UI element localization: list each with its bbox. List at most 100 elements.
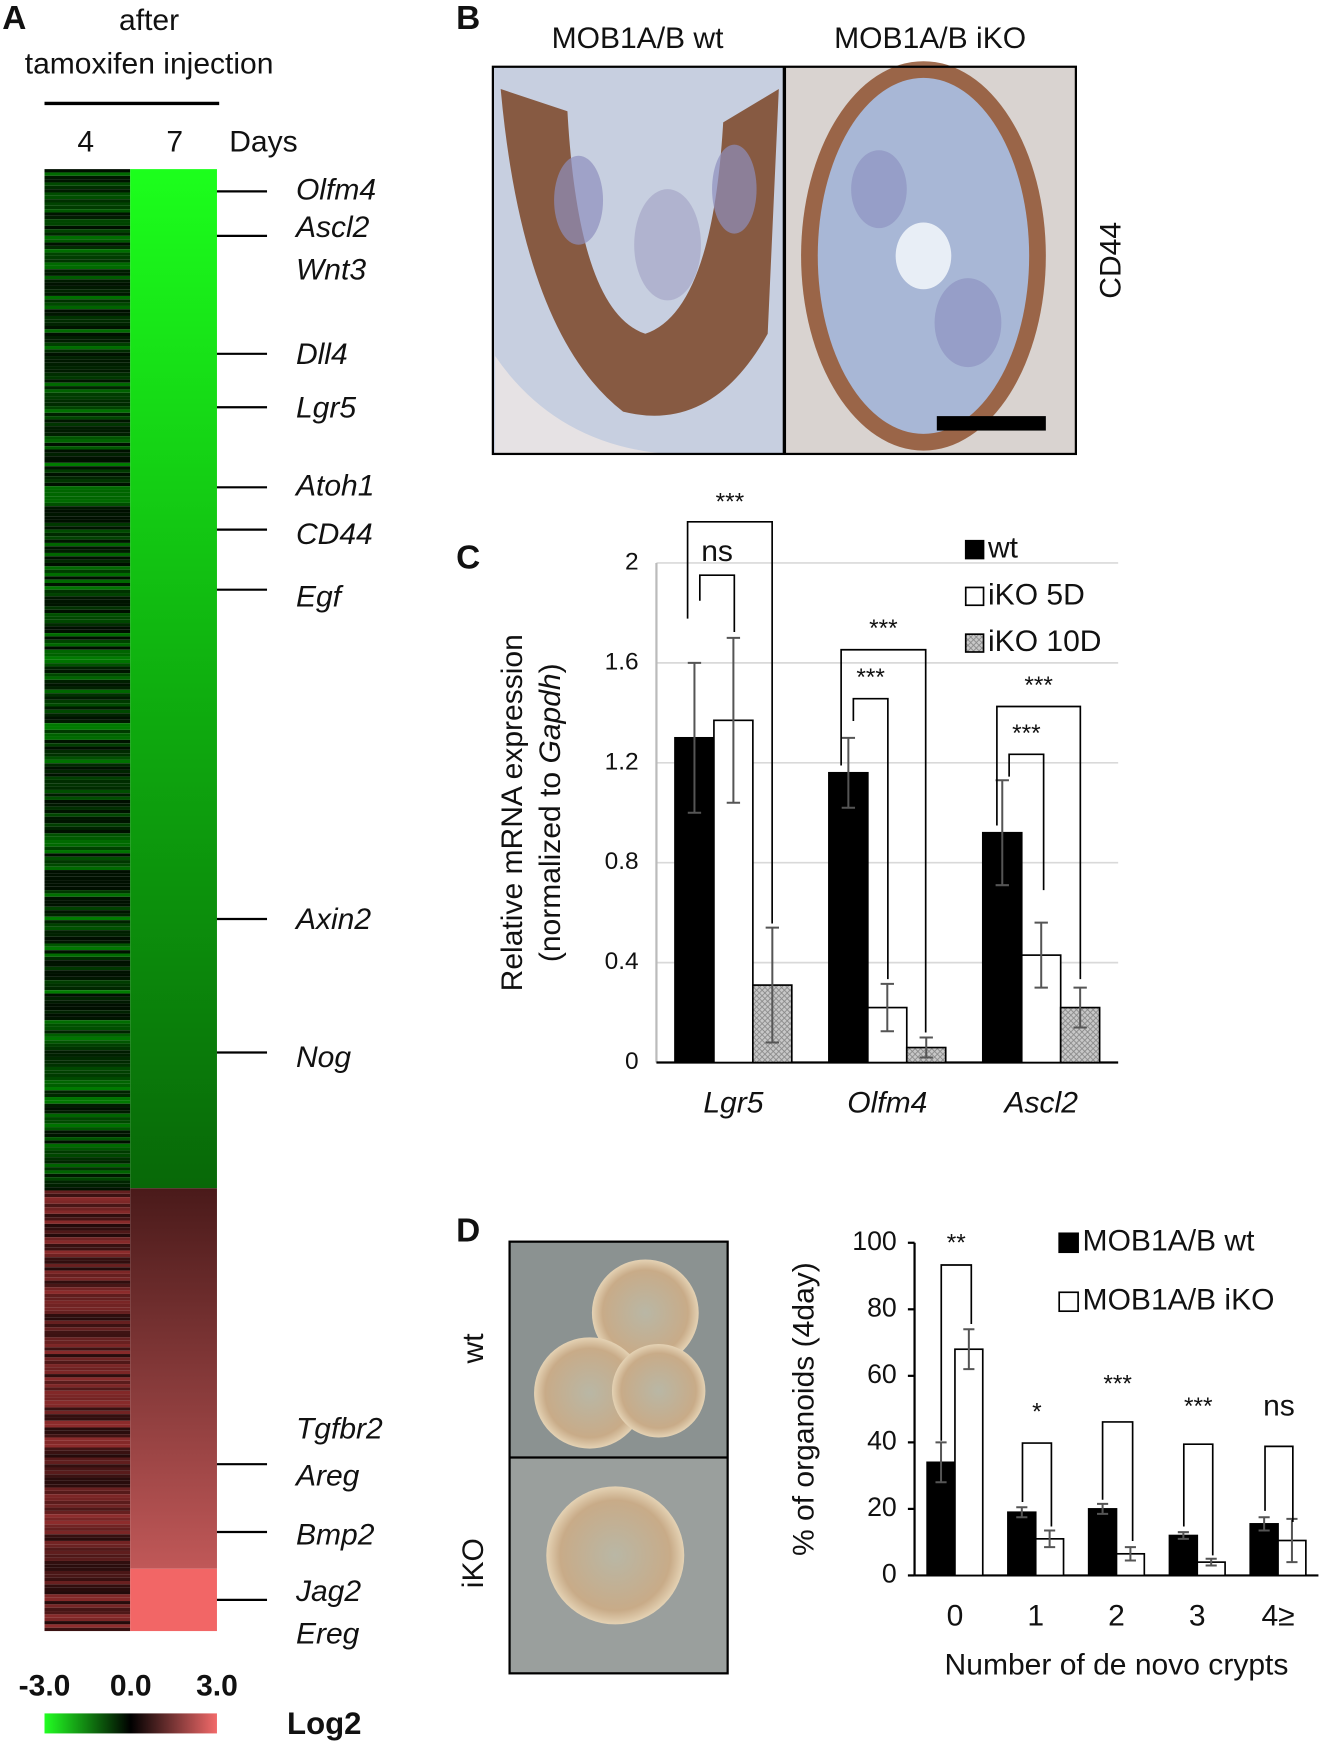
- heatmap-row: [44, 1303, 131, 1308]
- heatmap-row: [44, 1056, 131, 1061]
- heatmap-row: [44, 1594, 131, 1598]
- heatmap-row: [44, 1220, 131, 1224]
- bar: [954, 1348, 984, 1577]
- heatmap-row: [44, 1247, 131, 1251]
- heatmap-row: [44, 923, 131, 927]
- error-bar: [1124, 1546, 1136, 1562]
- heatmap-row: [44, 763, 131, 767]
- heatmap-row: [44, 185, 131, 190]
- heatmap-row: [44, 289, 131, 293]
- heatmap-row: [44, 1621, 131, 1625]
- heatmap-row: [44, 1514, 131, 1518]
- heatmap-row: [44, 1374, 131, 1378]
- gene-label: Olfm4: [296, 173, 376, 206]
- heatmap-row: [44, 512, 131, 517]
- gene-label: Nog: [296, 1041, 351, 1074]
- heatmap-row: [44, 1277, 131, 1281]
- heatmap-row: [44, 1457, 131, 1461]
- panel-label: D: [456, 1213, 480, 1250]
- heatmap-row: [44, 946, 131, 951]
- heatmap-row: [44, 1500, 131, 1505]
- organoid-image: [509, 1457, 728, 1674]
- heatmap-row: [44, 189, 131, 193]
- heatmap-row: [44, 743, 131, 747]
- significance-bracket: [1264, 1445, 1294, 1523]
- legend-label: iKO 5D: [988, 578, 1085, 611]
- heatmap-row: [44, 903, 131, 907]
- heatmap-row: [44, 996, 131, 1001]
- heatmap-row: [44, 1110, 131, 1114]
- heatmap-row: [44, 1213, 131, 1218]
- heatmap-row: [44, 993, 131, 997]
- x-tick-label: 1: [1027, 1600, 1044, 1633]
- heatmap-row: [44, 1273, 131, 1278]
- panel-label: A: [2, 0, 26, 37]
- y-axis-note-part: (normalized to: [534, 764, 567, 963]
- heatmap-row: [44, 970, 131, 974]
- heatmap-row: [44, 629, 131, 634]
- heatmap-row: [44, 1334, 131, 1338]
- heatmap-row: [44, 265, 131, 270]
- heatmap-row: [44, 462, 131, 467]
- heatmap-row: [44, 1364, 131, 1368]
- heatmap-row: [44, 693, 131, 697]
- significance-label: ***: [1103, 1371, 1132, 1398]
- heatmap-row: [44, 409, 131, 413]
- error-bar: [765, 926, 780, 1044]
- heatmap-row: [44, 1444, 131, 1448]
- column-label: MOB1A/B iKO: [834, 22, 1026, 55]
- significance-bracket: [686, 520, 773, 924]
- heatmap-row: [44, 466, 131, 470]
- heatmap-row: [44, 1534, 131, 1538]
- heatmap-row: [44, 853, 131, 857]
- error-bar: [1044, 1529, 1056, 1549]
- heatmap-row: [44, 1574, 131, 1578]
- heatmap-row: [44, 1347, 131, 1351]
- x-tick-label: 0: [947, 1600, 964, 1633]
- bar: [828, 771, 869, 1064]
- heatmap-row: [44, 426, 131, 430]
- heatmap-row: [44, 1384, 131, 1388]
- heatmap-row: [44, 336, 131, 340]
- heatmap-row: [44, 1430, 131, 1435]
- y-tick-label: 2: [625, 548, 639, 575]
- heatmap-row: [44, 799, 131, 804]
- heatmap-row: [44, 1494, 131, 1498]
- y-tick-label: 0: [625, 1048, 639, 1075]
- heatmap-row: [44, 432, 131, 437]
- heatmap-row: [44, 1597, 131, 1602]
- heatmap-row: [44, 676, 131, 680]
- heatmap-row: [44, 649, 131, 654]
- heatmap-row: [44, 1230, 131, 1234]
- heatmap-row: [44, 346, 131, 350]
- heatmap-row: [44, 249, 131, 253]
- heatmap-row: [44, 1604, 131, 1608]
- heatmap-row: [44, 1437, 131, 1441]
- heatmap-row: [44, 1470, 131, 1475]
- heatmap-row: [44, 980, 131, 984]
- y-tick-label: 80: [867, 1292, 897, 1322]
- heatmap-row: [44, 1480, 131, 1485]
- heatmap-row: [44, 332, 131, 337]
- heatmap-row: [44, 292, 131, 296]
- heatmap-row: [44, 1627, 131, 1632]
- heatmap-row: [44, 943, 131, 947]
- heatmap-row: [44, 372, 131, 377]
- significance-label: ***: [869, 615, 898, 642]
- heatmap-row: [44, 846, 131, 851]
- legend-swatch: [1058, 1232, 1079, 1254]
- heatmap-row: [44, 1207, 131, 1211]
- error-bar: [1016, 1506, 1028, 1519]
- y-tick-label: 0.4: [605, 948, 639, 975]
- heatmap-row: [44, 1310, 131, 1314]
- column-label: 7: [166, 125, 183, 158]
- heatmap-row: [44, 766, 131, 770]
- panel-a: A after tamoxifen injection 4 7 Days Log…: [2, 0, 383, 1741]
- heatmap-row: [44, 356, 131, 360]
- heatmap-row: [44, 1450, 131, 1455]
- heatmap-row: [44, 636, 131, 640]
- heatmap-row: [44, 546, 131, 550]
- heatmap-row: [44, 212, 131, 216]
- heatmap-row: [44, 880, 131, 884]
- heatmap-row: [44, 1203, 131, 1208]
